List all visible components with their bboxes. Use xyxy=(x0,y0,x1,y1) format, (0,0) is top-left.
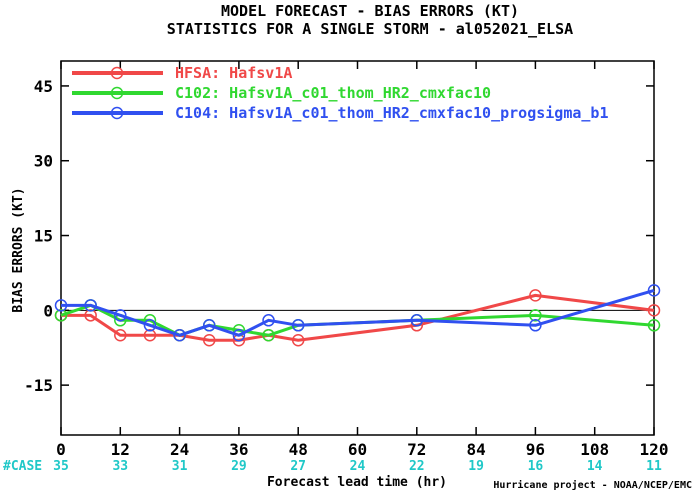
case-count: 33 xyxy=(112,459,128,474)
chart-title: MODEL FORECAST - BIAS ERRORS (KT) xyxy=(221,2,519,20)
chart-subtitle: STATISTICS FOR A SINGLE STORM - al052021… xyxy=(167,20,573,38)
x-tick-label: 72 xyxy=(407,440,426,459)
case-count: 19 xyxy=(468,459,484,474)
legend-label: C104: Hafsv1A_c01_thom_HR2_cmxfac10_prog… xyxy=(175,104,608,122)
legend: HFSA: Hafsv1A C102: Hafsv1A_c01_thom_HR2_… xyxy=(72,64,608,122)
y-axis-label: BIAS ERRORS (KT) xyxy=(11,187,26,312)
x-tick-label: 24 xyxy=(170,440,189,459)
credit-text: Hurricane project - NOAA/NCEP/EMC xyxy=(493,479,692,491)
case-count: 29 xyxy=(231,459,247,474)
data-point xyxy=(410,314,424,327)
data-point xyxy=(84,299,97,312)
data-point xyxy=(232,329,246,342)
x-axis-label: Forecast lead time (hr) xyxy=(267,475,447,490)
case-count: 24 xyxy=(350,459,366,474)
data-point xyxy=(529,309,542,322)
data-point xyxy=(114,309,127,322)
case-count: 22 xyxy=(409,459,425,474)
series-lines xyxy=(54,284,661,347)
y-tick-label: -15 xyxy=(24,376,53,395)
x-tick-label: 96 xyxy=(526,440,545,459)
data-point xyxy=(84,309,97,322)
data-point xyxy=(647,284,661,297)
data-point xyxy=(529,319,542,332)
legend-marker xyxy=(110,106,124,120)
data-point xyxy=(529,289,542,302)
case-count-row: 35 33 31 29 27 24 22 19 16 14 11 xyxy=(53,459,662,474)
x-tick-label: 0 xyxy=(56,440,66,459)
x-tick-label: 12 xyxy=(111,440,130,459)
case-count: 31 xyxy=(172,459,188,474)
legend-label: HFSA: Hafsv1A xyxy=(175,64,292,82)
case-count: 11 xyxy=(646,459,662,474)
data-point xyxy=(54,299,68,312)
y-tick-label: 15 xyxy=(34,227,53,246)
data-point xyxy=(262,314,275,327)
case-count: 14 xyxy=(587,459,603,474)
series-3 xyxy=(54,284,661,342)
series-line xyxy=(61,288,655,337)
data-point xyxy=(291,319,305,332)
data-point xyxy=(143,319,157,332)
x-tick-label: 60 xyxy=(348,440,367,459)
y-tick-label: 45 xyxy=(34,77,53,96)
data-point xyxy=(647,319,661,332)
y-tick-label: 30 xyxy=(34,152,53,171)
case-count: 35 xyxy=(53,459,69,474)
case-count: 16 xyxy=(528,459,544,474)
case-label: #CASE xyxy=(3,459,42,474)
x-tick-label: 84 xyxy=(466,440,485,459)
data-point xyxy=(262,329,275,342)
legend-marker xyxy=(110,66,124,80)
x-tick-label: 108 xyxy=(580,440,609,459)
legend-marker xyxy=(110,86,124,100)
x-tick-label: 48 xyxy=(289,440,308,459)
data-point xyxy=(173,329,186,342)
data-point xyxy=(143,329,157,342)
data-point xyxy=(203,319,216,332)
data-point xyxy=(203,334,216,347)
case-count: 27 xyxy=(290,459,306,474)
x-tick-label: 36 xyxy=(229,440,248,459)
data-point xyxy=(54,309,68,322)
y-tick-label: 0 xyxy=(43,301,53,320)
y-axis-ticks: 45 30 15 0 -15 xyxy=(24,77,654,395)
data-point xyxy=(291,334,305,347)
data-point xyxy=(114,329,127,342)
data-point xyxy=(647,304,661,317)
x-axis-ticks: 0 12 24 36 48 60 72 84 96 108 120 xyxy=(56,61,668,459)
legend-label: C102: Hafsv1A_c01_thom_HR2_cmxfac10 xyxy=(175,84,491,102)
x-tick-label: 120 xyxy=(640,440,669,459)
